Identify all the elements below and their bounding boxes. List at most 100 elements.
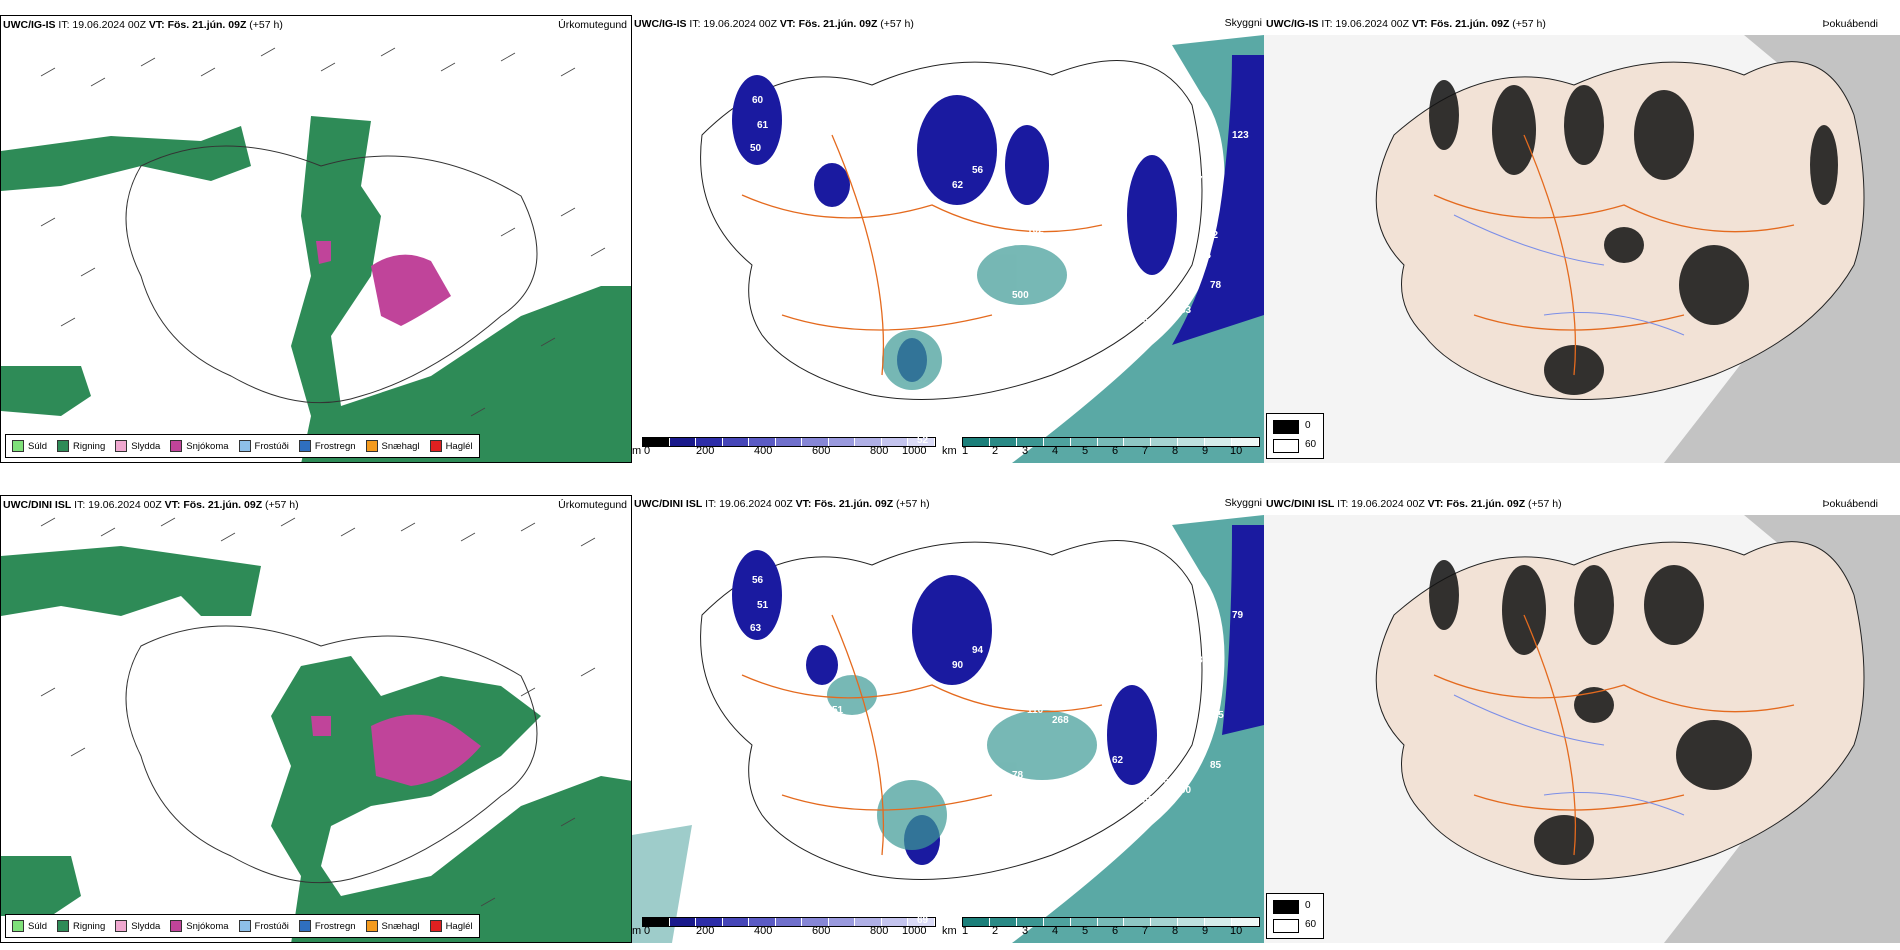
ceiling-unit: m (632, 925, 642, 937)
legend-item: Snjókoma (170, 920, 229, 932)
ceiling-colorbar-bottom: m 0 200 400 600 800 1000 (632, 917, 937, 941)
ceiling-tick: 1000 (902, 445, 927, 457)
legend-swatch (12, 440, 24, 452)
ceiling-value-label: 79 (722, 635, 734, 646)
legend-swatch (365, 440, 378, 452)
ceiling-ramp (642, 917, 936, 927)
ceiling-value-label: 113 (982, 710, 999, 721)
ceiling-value-label: 78 (1012, 770, 1024, 781)
legend-swatch (170, 440, 183, 452)
ceiling-value-label: 887 (1197, 655, 1214, 666)
visibility-ramp-step (1178, 438, 1206, 446)
visibility-header-top: UWC/IG-IS IT: 19.06.2024 00Z VT: Fös. 21… (634, 18, 914, 30)
fog-header-top: UWC/IG-IS IT: 19.06.2024 00Z VT: Fös. 21… (1266, 18, 1546, 30)
legend-item: Snjókoma (170, 440, 229, 452)
ceiling-value-label: 59 (777, 145, 789, 156)
visibility-ramp-step (989, 438, 1017, 446)
ceiling-tick: 200 (696, 925, 715, 937)
ceiling-value-label: 98 (992, 310, 1004, 321)
product-type-top-left: Úrkomutegund (558, 19, 627, 31)
visibility-ramp-step (1043, 438, 1071, 446)
fog-map-top (1264, 35, 1900, 463)
visibility-tick: 5 (1082, 925, 1089, 937)
visibility-tick: 4 (1052, 925, 1059, 937)
ceiling-value-label: 56 (752, 575, 764, 586)
legend-swatch (429, 440, 442, 452)
legend-item: Haglél (429, 440, 473, 452)
ceiling-value-label: 166 (1152, 775, 1169, 786)
ceiling-tick: 800 (870, 925, 889, 937)
legend-item: Slydda (115, 440, 160, 452)
ceiling-value-label: 109 (982, 230, 999, 241)
visibility-ramp-step (1043, 918, 1071, 926)
fog-map-bottom (1264, 515, 1900, 943)
visibility-tick: 7 (1142, 445, 1149, 457)
precip-panel-top: UWC/IG-IS IT: 19.06.2024 00Z VT: Fös. 21… (0, 15, 632, 463)
ceiling-value-label: 63 (922, 410, 934, 421)
visibility-ramp-step (989, 918, 1017, 926)
visibility-ramp-step (1205, 438, 1233, 446)
visibility-ramp (962, 917, 1260, 927)
fog-legend-label-60: 60 (1305, 919, 1317, 930)
legend-swatch (57, 440, 70, 452)
ceiling-ramp-step (802, 438, 829, 446)
fog-header-bottom: UWC/DINI ISL IT: 19.06.2024 00Z VT: Fös.… (1266, 498, 1562, 510)
legend-swatch (115, 920, 128, 932)
ceiling-ramp-step (749, 918, 776, 926)
visibility-tick: 3 (1022, 445, 1029, 457)
ceiling-value-label: 82 (1207, 230, 1219, 241)
fog-panel-bottom: UWC/DINI ISL IT: 19.06.2024 00Z VT: Fös.… (1264, 495, 1900, 943)
ceiling-value-label: 135 (1207, 710, 1224, 721)
visibility-tick: 6 (1112, 445, 1119, 457)
ceiling-colorbar-top: m 0 200 400 600 800 1000 (632, 437, 937, 461)
visibility-ramp-step (1124, 438, 1152, 446)
ceiling-value-label: 110 (1027, 705, 1044, 716)
fog-legend-label-0: 0 (1305, 900, 1311, 911)
fog-legend-top: 0 60 (1266, 413, 1324, 459)
ceiling-tick: 600 (812, 445, 831, 457)
legend-item: Frostúði (238, 920, 289, 932)
ceiling-value-label: 78 (1197, 175, 1209, 186)
ceiling-ramp-step (722, 438, 750, 446)
ceiling-ramp-step (908, 918, 936, 926)
ceiling-value-label: 63 (1137, 135, 1149, 146)
ceiling-value-label: 79 (1232, 610, 1244, 621)
ceiling-value-label: 102 (1027, 225, 1044, 236)
ceiling-value-label: 56 (972, 165, 984, 176)
visibility-tick: 9 (1202, 445, 1209, 457)
precip-header-bottom: UWC/DINI ISL IT: 19.06.2024 00Z VT: Fös.… (3, 499, 299, 511)
ceiling-value-label: 57 (922, 890, 934, 901)
ceiling-value-label: 22 (1072, 655, 1084, 666)
ceiling-value-label: 83 (1180, 305, 1192, 316)
visibility-colorbar-bottom: km 1 2 3 4 5 6 7 8 9 10 (942, 917, 1260, 941)
precip-header-top: UWC/IG-IS IT: 19.06.2024 00Z VT: Fös. 21… (3, 19, 283, 31)
ceiling-ramp-step (643, 438, 670, 446)
ceiling-ramp-step (669, 918, 697, 926)
ceiling-tick: 400 (754, 445, 773, 457)
visibility-ramp-step (1097, 438, 1125, 446)
product-type-top-middle: Skyggni (1224, 17, 1262, 29)
legend-swatch (115, 440, 128, 452)
ceiling-value-label: 79 (792, 170, 804, 181)
ceiling-value-label: 69 (917, 915, 929, 926)
ceiling-tick: 0 (644, 925, 651, 937)
ceiling-value-label: 62 (952, 180, 964, 191)
ceiling-value-label: 52 (917, 435, 929, 446)
ceiling-value-label: 61 (782, 670, 794, 681)
visibility-colorbar-top: km 1 2 3 4 5 6 7 8 9 10 (942, 437, 1260, 461)
visibility-panel-top: UWC/IG-IS IT: 19.06.2024 00Z VT: Fös. 21… (632, 15, 1264, 463)
ceiling-value-label: 50 (750, 143, 762, 154)
ceiling-value-label: 117 (1012, 685, 1029, 696)
ceiling-value-label: 84 (1200, 250, 1212, 261)
visibility-ramp-step (1205, 918, 1233, 926)
legend-swatch (238, 920, 251, 932)
ceiling-ramp-step (828, 438, 856, 446)
visibility-tick: 10 (1230, 445, 1243, 457)
fog-legend-swatch-0 (1273, 900, 1299, 914)
visibility-ramp-step (963, 918, 990, 926)
ceiling-value-label: 63 (750, 623, 762, 634)
ceiling-ramp-step (908, 438, 936, 446)
visibility-ramp-step (1151, 918, 1179, 926)
legend-item: Frostúði (238, 440, 289, 452)
ceiling-value-label: 33 (867, 645, 879, 656)
